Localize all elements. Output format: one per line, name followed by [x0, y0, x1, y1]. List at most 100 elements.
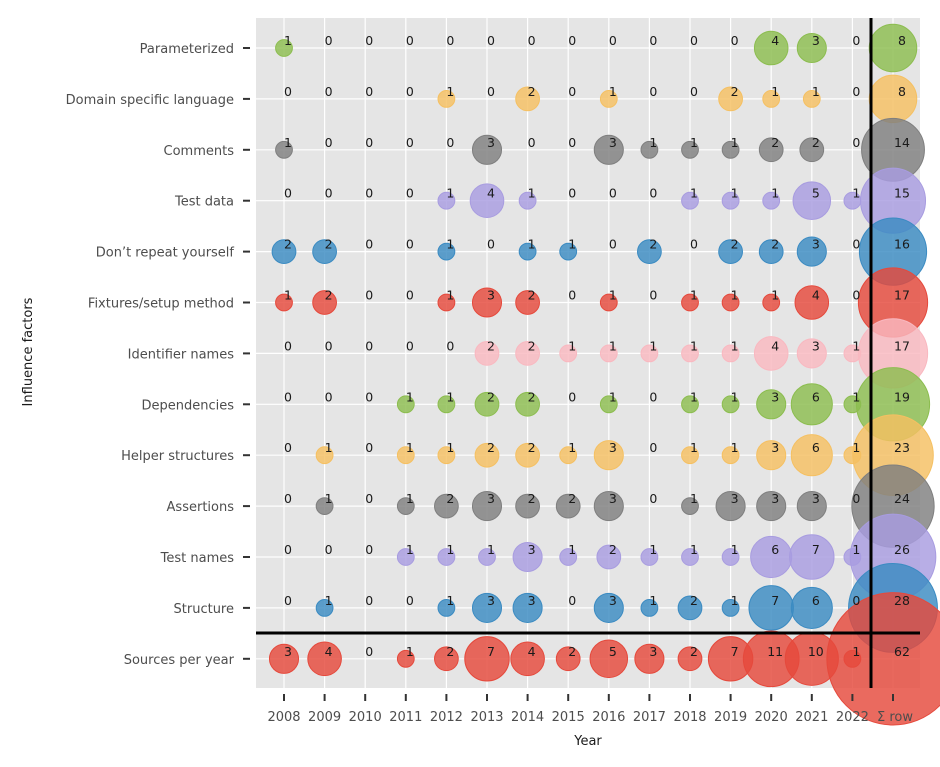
value-label: 2 [568, 644, 576, 659]
value-label: 0 [284, 440, 292, 455]
value-label: 1 [852, 186, 860, 201]
value-label: 0 [284, 84, 292, 99]
y-tick-label: Helper structures [121, 449, 234, 464]
value-label: 0 [649, 491, 657, 506]
value-label: 1 [446, 593, 454, 608]
value-label: 0 [487, 237, 495, 252]
value-label: 0 [365, 440, 373, 455]
value-label: 1 [325, 593, 333, 608]
value-label: 0 [406, 33, 414, 48]
value-label: 1 [852, 644, 860, 659]
value-label: 1 [406, 542, 414, 557]
bubble [437, 191, 456, 210]
y-tick-label: Test data [174, 195, 234, 210]
value-label: 0 [568, 186, 576, 201]
value-label: 1 [731, 389, 739, 404]
bubble [559, 446, 578, 465]
value-label: 0 [325, 389, 333, 404]
value-label: 1 [731, 593, 739, 608]
bubble [559, 548, 578, 566]
value-label: 7 [487, 644, 495, 659]
value-label: 3 [528, 542, 536, 557]
value-label: 1 [568, 542, 576, 557]
value-label: 0 [852, 593, 860, 608]
value-label: 1 [325, 440, 333, 455]
value-label: 0 [528, 135, 536, 150]
value-label: 1 [568, 237, 576, 252]
value-label: 1 [406, 644, 414, 659]
value-label: 5 [812, 186, 820, 201]
bubble [721, 344, 740, 363]
x-tick-label: 2013 [470, 710, 503, 725]
x-tick-label: 2018 [673, 710, 706, 725]
value-label: 0 [690, 84, 698, 99]
value-label: 0 [284, 491, 292, 506]
value-label: 1 [284, 288, 292, 303]
bubble [681, 293, 699, 312]
value-label: 0 [852, 491, 860, 506]
value-label: 2 [528, 440, 536, 455]
value-label: 1 [568, 338, 576, 353]
value-label: 0 [609, 186, 617, 201]
bubble [437, 395, 456, 414]
value-label: 1 [731, 440, 739, 455]
bubble [471, 491, 503, 522]
bubble [474, 391, 500, 417]
value-label: 1 [609, 389, 617, 404]
value-label: 0 [528, 33, 536, 48]
bubble [796, 32, 827, 64]
bubble [518, 191, 537, 210]
value-label: 1 [446, 84, 454, 99]
value-label: 3 [487, 135, 495, 150]
value-label: 2 [325, 288, 333, 303]
value-label: 3 [771, 491, 779, 506]
value-label: 1 [731, 542, 739, 557]
bubble [471, 287, 503, 318]
y-tick-label: Sources per year [124, 653, 235, 668]
value-label: 3 [609, 440, 617, 455]
value-label: 1 [446, 440, 454, 455]
bubble [474, 341, 500, 366]
bubble [396, 548, 415, 566]
bubble [790, 383, 833, 426]
value-label: 0 [446, 135, 454, 150]
value-label: 3 [771, 440, 779, 455]
value-label: 0 [365, 33, 373, 48]
bubble [677, 646, 703, 672]
bubble [596, 544, 622, 570]
value-label: 2 [487, 338, 495, 353]
bubble [792, 181, 832, 220]
value-label: 0 [406, 288, 414, 303]
value-label: 0 [609, 33, 617, 48]
bubble [640, 344, 659, 363]
bubble [315, 497, 334, 516]
y-tick-label: Domain specific language [66, 93, 234, 108]
value-label: 1 [406, 491, 414, 506]
bubble [756, 440, 787, 471]
bubble [434, 646, 459, 672]
bubble [721, 599, 740, 617]
bubble [437, 293, 456, 312]
bubble [681, 395, 699, 414]
value-label: 0 [365, 389, 373, 404]
bubble [271, 239, 297, 264]
bubble [469, 183, 505, 218]
value-label: 1 [609, 84, 617, 99]
bubble [559, 344, 578, 363]
bubble [599, 395, 618, 414]
bubble [593, 440, 624, 471]
value-label: 0 [568, 389, 576, 404]
bubble [437, 599, 456, 617]
bubble [515, 391, 540, 417]
x-tick-label: 2021 [795, 710, 828, 725]
bubble [396, 497, 415, 516]
bubble [471, 592, 503, 623]
value-label: 0 [284, 593, 292, 608]
value-label: 1 [771, 84, 779, 99]
bubble [437, 242, 456, 261]
bubble [681, 548, 699, 566]
value-label: 8 [898, 84, 906, 99]
bubble [868, 23, 918, 73]
value-label: 10 [808, 644, 824, 659]
y-tick-label: Don’t repeat yourself [96, 246, 235, 261]
